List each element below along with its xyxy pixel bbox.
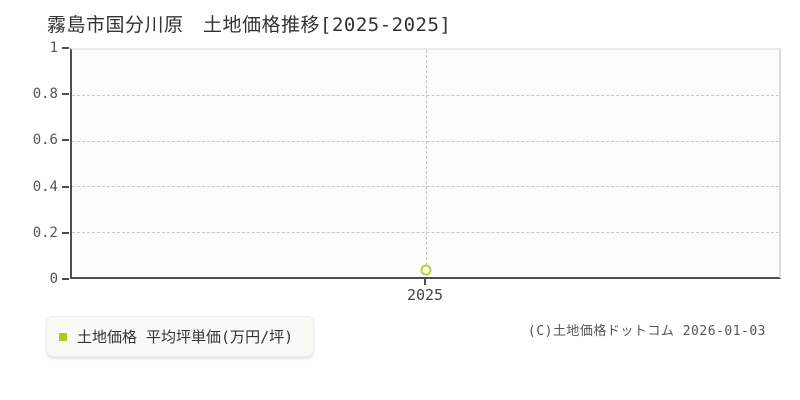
y-axis-tick-label: 1	[49, 40, 58, 56]
y-axis-tick-label: 0.2	[32, 224, 58, 241]
y-axis-labels: 0 0.2 0.4 0.6 0.8 1	[0, 41, 58, 286]
legend: 土地価格 平均坪単価(万円/坪)	[46, 316, 315, 357]
y-axis-tick	[62, 185, 69, 188]
y-axis-ticks	[62, 47, 69, 280]
y-gridline	[72, 186, 779, 188]
x-gridline	[425, 50, 427, 271]
x-axis-tick-label: 2025	[406, 286, 444, 304]
y-axis-tick-label: 0	[49, 271, 58, 287]
y-axis-tick-label: 0.4	[32, 178, 58, 195]
y-gridline	[72, 95, 779, 97]
data-point-marker	[420, 264, 431, 276]
y-axis-tick-label: 0.8	[32, 86, 58, 103]
legend-marker-icon	[59, 332, 67, 341]
y-axis-tick	[62, 278, 69, 280]
x-axis-tick	[424, 279, 426, 285]
y-gridline	[72, 231, 779, 233]
y-axis-tick	[62, 93, 69, 96]
y-gridline	[72, 140, 779, 142]
y-axis-tick	[62, 47, 69, 49]
y-axis-tick-label: 0.6	[32, 132, 58, 149]
chart-title: 霧島市国分川原 土地価格推移[2025-2025]	[47, 14, 452, 36]
plot-area	[70, 48, 781, 279]
y-axis-tick	[62, 139, 69, 142]
legend-label: 土地価格 平均坪単価(万円/坪)	[77, 328, 294, 346]
copyright-text: (C)土地価格ドットコム 2026-01-03	[527, 324, 766, 339]
y-axis-tick	[62, 231, 69, 234]
